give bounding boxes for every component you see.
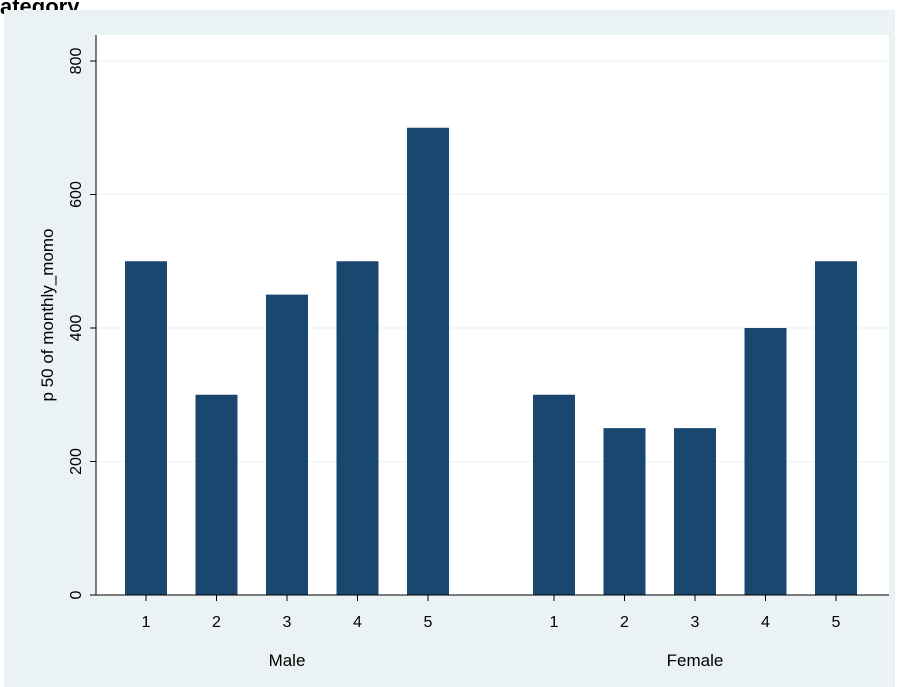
x-tick-label: 4 xyxy=(761,614,770,631)
group-label: Female xyxy=(667,651,724,670)
x-tick-label: 3 xyxy=(691,614,700,631)
bar xyxy=(125,261,167,595)
x-tick-label: 4 xyxy=(353,614,362,631)
bar xyxy=(266,294,308,595)
bar xyxy=(674,428,716,595)
x-tick-label: 1 xyxy=(142,614,151,631)
axes xyxy=(95,35,889,596)
y-tick-label: 600 xyxy=(68,181,85,208)
bar xyxy=(195,394,238,595)
bars xyxy=(125,127,857,595)
y-tick-label: 0 xyxy=(68,590,85,599)
y-tick-label: 400 xyxy=(68,315,85,342)
x-tick-label: 1 xyxy=(550,614,559,631)
y-tick-label: 800 xyxy=(68,48,85,75)
bar xyxy=(815,261,857,595)
group-labels: Male Female xyxy=(269,651,724,670)
x-tick-label: 2 xyxy=(620,614,629,631)
bar xyxy=(603,428,646,595)
group-label: Male xyxy=(269,651,306,670)
y-axis-title: p 50 of monthly_momo xyxy=(38,229,57,402)
x-tick-label: 2 xyxy=(212,614,221,631)
x-tick-label: 5 xyxy=(424,614,433,631)
bar xyxy=(533,394,575,595)
bar xyxy=(336,261,379,595)
y-ticks: 0 200 400 600 800 xyxy=(68,48,96,599)
x-tick-label: 5 xyxy=(832,614,841,631)
bar xyxy=(744,328,787,595)
x-tick-label: 3 xyxy=(283,614,292,631)
bar xyxy=(407,127,449,595)
x-ticks: 1 2 3 4 5 1 2 3 4 5 xyxy=(142,595,841,631)
y-tick-label: 200 xyxy=(68,448,85,475)
